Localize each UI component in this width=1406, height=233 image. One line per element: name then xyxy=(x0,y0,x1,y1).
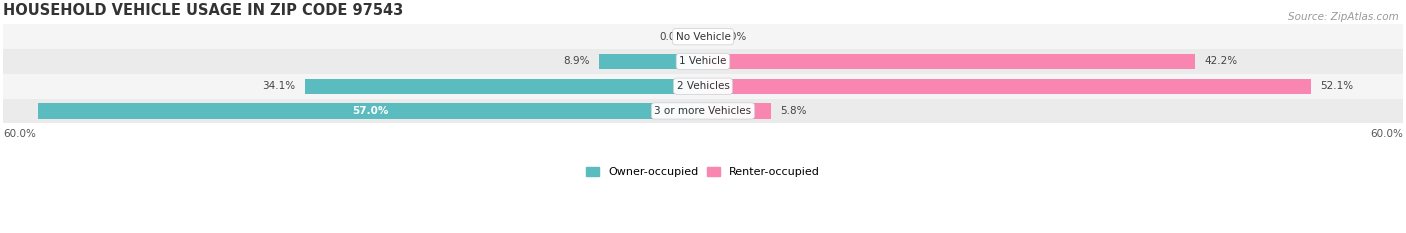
Bar xyxy=(38,103,703,119)
Text: 34.1%: 34.1% xyxy=(263,81,295,91)
Text: 2 Vehicles: 2 Vehicles xyxy=(676,81,730,91)
Bar xyxy=(703,79,1310,94)
Text: No Vehicle: No Vehicle xyxy=(675,32,731,42)
Bar xyxy=(599,54,703,69)
Text: 8.9%: 8.9% xyxy=(564,56,589,66)
Text: 57.0%: 57.0% xyxy=(353,106,388,116)
Text: 60.0%: 60.0% xyxy=(1371,129,1403,139)
Text: 5.8%: 5.8% xyxy=(780,106,807,116)
Bar xyxy=(703,103,770,119)
Text: Source: ZipAtlas.com: Source: ZipAtlas.com xyxy=(1288,12,1399,22)
Bar xyxy=(3,49,1403,74)
Legend: Owner-occupied, Renter-occupied: Owner-occupied, Renter-occupied xyxy=(581,163,825,182)
Bar xyxy=(3,24,1403,49)
Bar xyxy=(3,74,1403,99)
Text: 0.0%: 0.0% xyxy=(659,32,686,42)
Text: 3 or more Vehicles: 3 or more Vehicles xyxy=(654,106,752,116)
Bar xyxy=(3,99,1403,123)
Text: 42.2%: 42.2% xyxy=(1205,56,1237,66)
Text: 1 Vehicle: 1 Vehicle xyxy=(679,56,727,66)
Text: 0.0%: 0.0% xyxy=(720,32,747,42)
Bar xyxy=(703,54,1195,69)
Text: 60.0%: 60.0% xyxy=(3,129,35,139)
Bar xyxy=(305,79,703,94)
Text: 52.1%: 52.1% xyxy=(1320,81,1354,91)
Text: HOUSEHOLD VEHICLE USAGE IN ZIP CODE 97543: HOUSEHOLD VEHICLE USAGE IN ZIP CODE 9754… xyxy=(3,3,404,18)
